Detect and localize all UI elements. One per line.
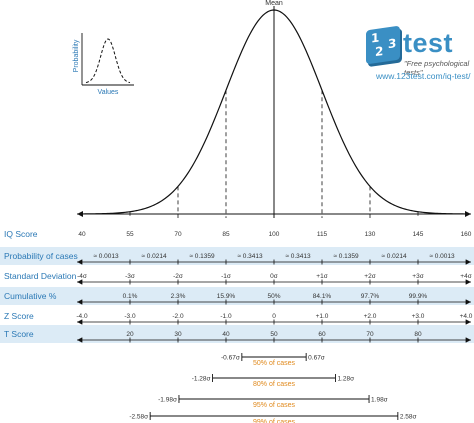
interval-label: 80% of cases [253,381,296,388]
row-value: 70 [366,331,374,338]
logo-digit-3: 3 [388,36,397,52]
row-value: 97.7% [361,293,380,300]
logo-name: test [403,28,454,58]
row-value: 2.3% [171,293,186,300]
row-value: +4.0 [460,313,473,320]
row-value: 50% [267,293,280,300]
row-value: 20 [126,331,134,338]
row-value: 40 [222,331,230,338]
row-value: 0σ [270,273,278,280]
row-value: 100 [269,231,280,238]
interval-right-label: 1.28σ [337,376,354,383]
row-value: -2σ [173,273,183,280]
row-arrow-right-icon [466,259,471,265]
row-value: ≈ 0.0013 [429,253,455,260]
row-value: 84.1% [313,293,332,300]
row-value: 130 [365,231,376,238]
interval-right-label: 0.67σ [308,355,325,362]
row-value: +1σ [316,273,327,280]
row-value: 30 [174,331,182,338]
row-label: Cumulative % [4,291,57,301]
row-value: ≈ 0.0214 [141,253,167,260]
row-arrow-right-icon [466,319,471,325]
row-arrow-left-icon [77,279,82,285]
row-label: Standard Deviation [4,271,77,281]
row-value: -3.0 [124,313,136,320]
row-value: 0 [272,313,276,320]
interval-right-label: 2.58σ [400,414,417,421]
row-label: Probability of cases [4,251,78,261]
row-arrow-left-icon [77,337,82,343]
inset-ylabel: Probability [73,39,80,72]
inset-curve [85,38,131,83]
row-value: 115 [317,231,328,238]
inset-xlabel: Values [98,89,119,96]
interval-left-label: -0.67σ [221,355,240,362]
row-band [0,287,474,305]
row-value: -1.0 [220,313,232,320]
row-value: ≈ 0.0013 [93,253,119,260]
interval-left-label: -1.98σ [158,397,177,404]
row-arrow-right-icon [466,279,471,285]
row-value: +2σ [364,273,375,280]
row-value: -3σ [125,273,135,280]
row-value: 40 [78,231,86,238]
row-value: -2.0 [172,313,184,320]
row-value: +2.0 [364,313,377,320]
row-value: ≈ 0.1359 [333,253,359,260]
arrow-left-icon [77,211,83,217]
logo-tagline: "Free psychological tests" [404,59,470,77]
row-value: -4σ [77,273,87,280]
row-arrow-right-icon [466,299,471,305]
row-value: +1.0 [316,313,329,320]
logo-digit-2: 2 [375,43,384,60]
row-arrow-left-icon [77,319,82,325]
row-band [0,325,474,343]
row-band [0,247,474,265]
mean-label: Mean [265,0,283,7]
logo-url[interactable]: www.123test.com/iq-test/ [376,71,471,81]
interval-left-label: -2.58σ [129,414,148,421]
row-label: IQ Score [4,229,38,239]
row-value: 145 [413,231,424,238]
row-value: 85 [222,231,230,238]
row-value: ≈ 0.1359 [189,253,215,260]
row-value: +3.0 [412,313,425,320]
row-label: Z Score [4,311,34,321]
row-value: 55 [126,231,134,238]
arrow-right-icon [465,211,471,217]
row-value: ≈ 0.3413 [285,253,311,260]
interval-right-label: 1.98σ [371,397,388,404]
interval-left-label: -1.28σ [192,376,211,383]
row-value: 0.1% [123,293,138,300]
row-value: 60 [318,331,326,338]
interval-label: 99% of cases [253,419,296,423]
row-value: +3σ [412,273,423,280]
row-value: ≈ 0.3413 [237,253,263,260]
row-value: 15.9% [217,293,236,300]
row-label: T Score [4,329,34,339]
row-value: 50 [270,331,278,338]
logo-cube-icon: 1 2 3 [366,25,400,65]
row-value: -1σ [221,273,231,280]
interval-label: 50% of cases [253,360,296,367]
interval-label: 95% of cases [253,402,296,409]
row-value: 160 [461,231,472,238]
row-value: ≈ 0.0214 [381,253,407,260]
row-value: 70 [174,231,182,238]
row-arrow-right-icon [466,337,471,343]
logo-digit-1: 1 [371,30,380,46]
row-value: +4σ [460,273,471,280]
row-value: -4.0 [76,313,88,320]
row-value: 80 [414,331,422,338]
row-arrow-left-icon [77,299,82,305]
row-value: 99.9% [409,293,428,300]
row-arrow-left-icon [77,259,82,265]
